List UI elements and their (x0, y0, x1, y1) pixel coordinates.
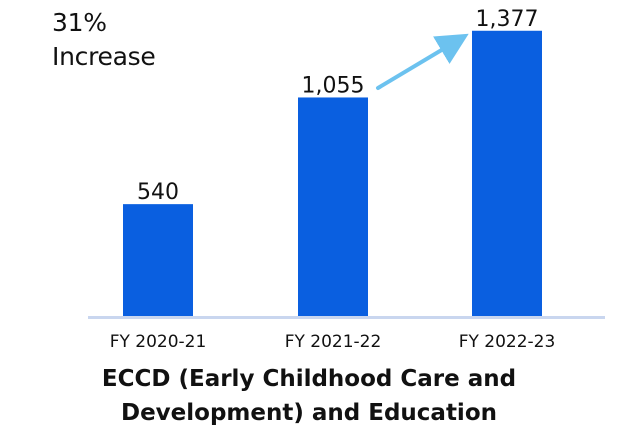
trend-arrow (376, 33, 469, 90)
bar-1 (123, 204, 193, 316)
increase-percent: 31% (52, 8, 107, 37)
value-label-1: 540 (137, 180, 179, 205)
chart-title-line2: Development) and Education (120, 400, 497, 426)
x-labels-group: FY 2020-21 FY 2021-22 FY 2022-23 (110, 332, 556, 352)
x-tick-label-3: FY 2022-23 (459, 332, 556, 352)
bars-group (123, 30, 542, 317)
bar-2 (298, 97, 368, 316)
chart-title-line1: ECCD (Early Childhood Care and (101, 366, 517, 392)
increase-label: Increase (52, 42, 156, 71)
value-label-3: 1,377 (476, 7, 539, 32)
value-labels-group: 540 1,055 1,377 (137, 7, 538, 205)
x-tick-label-1: FY 2020-21 (110, 332, 207, 352)
value-label-2: 1,055 (302, 73, 365, 98)
bar-3 (472, 30, 542, 317)
chart-title: ECCD (Early Childhood Care and Developme… (0, 362, 618, 430)
x-tick-label-2: FY 2021-22 (285, 332, 382, 352)
increase-annotation: 31% Increase (52, 6, 156, 74)
